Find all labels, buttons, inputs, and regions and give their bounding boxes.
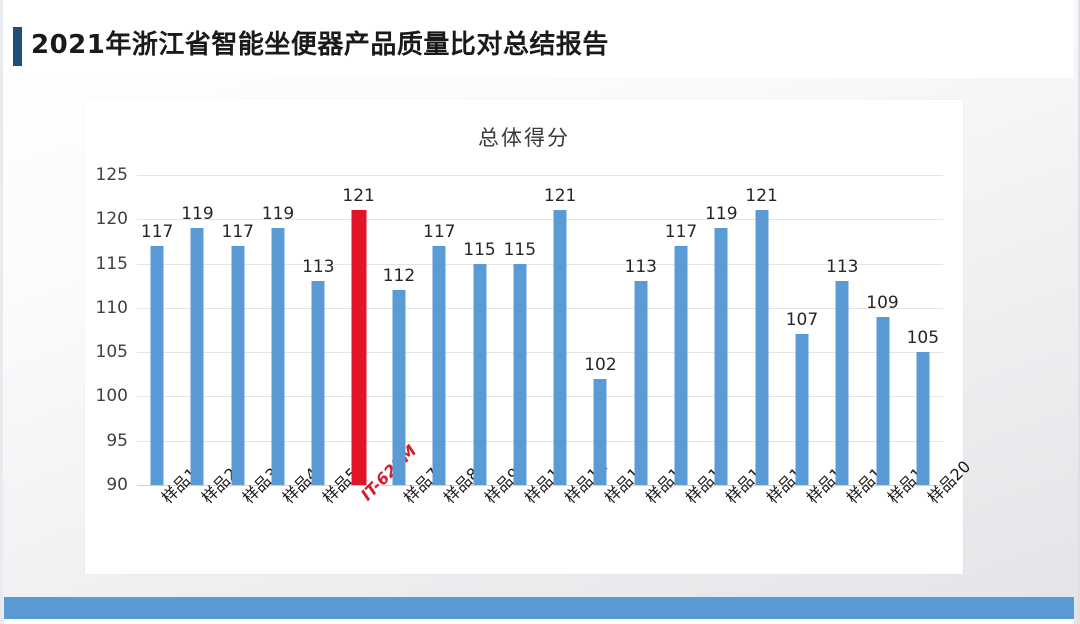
chart-card: 总体得分 90 95 100 105 110 115 120 125 117 样品1 119 样品2 1… (85, 100, 975, 574)
bar[interactable] (392, 290, 406, 485)
bar[interactable] (473, 263, 487, 485)
bar[interactable] (634, 281, 648, 485)
bar[interactable] (916, 352, 930, 485)
bar[interactable] (755, 210, 769, 485)
bar-group[interactable]: 117 样品1 (137, 175, 201, 507)
chart-plot-area: 90 95 100 105 110 115 120 125 117 样品1 119 样品2 117 样品3… (96, 165, 975, 508)
bar-group[interactable]: 119 样品4 (258, 175, 322, 507)
bar-group[interactable]: 105 样品20 (903, 175, 975, 507)
bar[interactable] (714, 228, 728, 485)
bar-group[interactable]: 109 样品19 (862, 175, 934, 508)
bar[interactable] (271, 228, 285, 485)
gridline-105 (137, 352, 943, 354)
chart-title: 总体得分 (478, 126, 570, 150)
bar-group[interactable]: 113 样品5 (298, 175, 362, 507)
bar-value-label: 121 (745, 186, 778, 207)
y-axis-tick-115: 115 (95, 253, 128, 274)
bar-value-label: 117 (140, 221, 174, 242)
gridline-100 (137, 396, 943, 398)
slide-header-sheet (4, 0, 1074, 78)
title-accent-bar (13, 27, 22, 66)
bar-group[interactable]: 112 样品7 (379, 175, 443, 507)
page-title: 2021年浙江省智能坐便器产品质量比对总结报告 (31, 30, 609, 60)
bar-group[interactable]: 107 样品17 (782, 175, 854, 507)
y-axis-tick-125: 125 (95, 165, 128, 185)
bar[interactable] (150, 245, 164, 485)
bar[interactable] (593, 378, 607, 485)
bar[interactable] (674, 245, 688, 485)
gridline-120 (137, 219, 943, 221)
bar[interactable] (513, 263, 527, 485)
bar-value-label: 115 (463, 239, 496, 260)
y-axis-tick-100: 100 (95, 386, 128, 407)
footer-band (4, 597, 1074, 619)
bar-value-label: 115 (503, 239, 537, 260)
bar-value-label: 113 (826, 257, 859, 278)
y-axis-tick-110: 110 (95, 297, 128, 318)
bar-group[interactable]: 121 IT-627M (339, 175, 420, 504)
bar-value-label: 109 (866, 292, 899, 313)
gridline-115 (137, 263, 943, 265)
bar-group[interactable]: 121 样品16 (742, 175, 813, 507)
gridline-90 (137, 485, 943, 486)
y-axis-tick-95: 95 (106, 430, 128, 451)
bar-group[interactable]: 113 样品18 (822, 175, 894, 507)
bar-value-label: 113 (302, 257, 335, 278)
bar-value-label: 113 (624, 257, 657, 278)
gridline-95 (137, 440, 943, 442)
bar[interactable] (432, 245, 446, 485)
bar-group[interactable]: 115 样品10 (500, 175, 572, 508)
bar-value-label: 119 (261, 204, 295, 225)
bar-value-label: 105 (906, 328, 940, 349)
bar-group[interactable]: 102 样品12 (580, 175, 652, 508)
bar-group[interactable]: 119 样品15 (701, 175, 773, 507)
bar-group[interactable]: 119 样品2 (177, 175, 241, 507)
bar[interactable] (795, 334, 809, 485)
slide-title-row: 2021年浙江省智能坐便器产品质量比对总结报告 (0, 18, 1080, 76)
bar-value-label: 117 (664, 221, 698, 242)
bar-value-label: 107 (785, 310, 819, 331)
bar[interactable] (351, 210, 367, 485)
bar-value-label: 112 (382, 266, 416, 287)
bar[interactable] (190, 228, 204, 485)
bar[interactable] (231, 245, 245, 485)
bar[interactable] (835, 281, 849, 485)
bar-group[interactable]: 121 样品11 (540, 175, 612, 507)
footer-band-edge (4, 619, 1074, 624)
bar-value-label: 121 (543, 186, 577, 207)
bar-value-label: 119 (705, 204, 738, 225)
bar-group[interactable]: 117 样品8 (419, 175, 483, 507)
bar-value-label: 102 (584, 354, 617, 375)
bar[interactable] (553, 210, 567, 485)
y-axis-tick-90: 90 (106, 475, 128, 495)
bar-value-label: 119 (181, 204, 214, 225)
bar-group[interactable]: 117 样品3 (218, 175, 282, 507)
bar-value-label: 117 (221, 221, 254, 242)
gridline-110 (137, 307, 943, 309)
bar[interactable] (876, 316, 890, 485)
y-axis-tick-105: 105 (95, 342, 128, 363)
bar[interactable] (311, 281, 325, 485)
bar-value-label: 121 (342, 186, 375, 207)
bar-group[interactable]: 115 样品9 (459, 175, 523, 508)
gridline-125 (137, 175, 943, 176)
bar-group[interactable]: 113 样品13 (621, 175, 693, 507)
bar-value-label: 117 (423, 221, 456, 242)
bar-group[interactable]: 117 样品14 (661, 175, 733, 507)
y-axis-tick-120: 120 (95, 209, 128, 230)
